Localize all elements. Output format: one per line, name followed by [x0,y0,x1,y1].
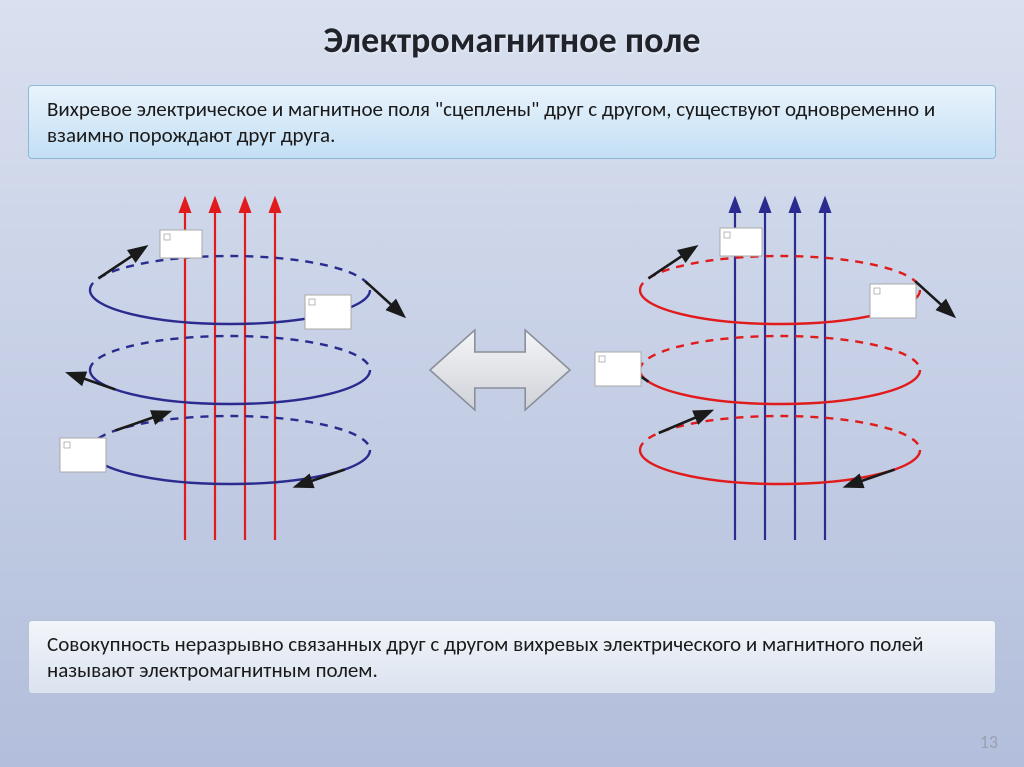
page-number: 13 [980,731,998,753]
bidirectional-arrow-icon [430,330,570,410]
slide-title: Электромагнитное поле [0,18,1024,62]
diagram-area [0,170,1024,570]
field-diagram [0,170,1024,570]
description-top-text: Вихревое электрическое и магнитное поля … [47,96,935,148]
description-bottom-box: Совокупность неразрывно связанных друг с… [28,620,996,694]
description-bottom-text: Совокупность неразрывно связанных друг с… [47,631,923,683]
description-top-box: Вихревое электрическое и магнитное поля … [28,85,996,159]
